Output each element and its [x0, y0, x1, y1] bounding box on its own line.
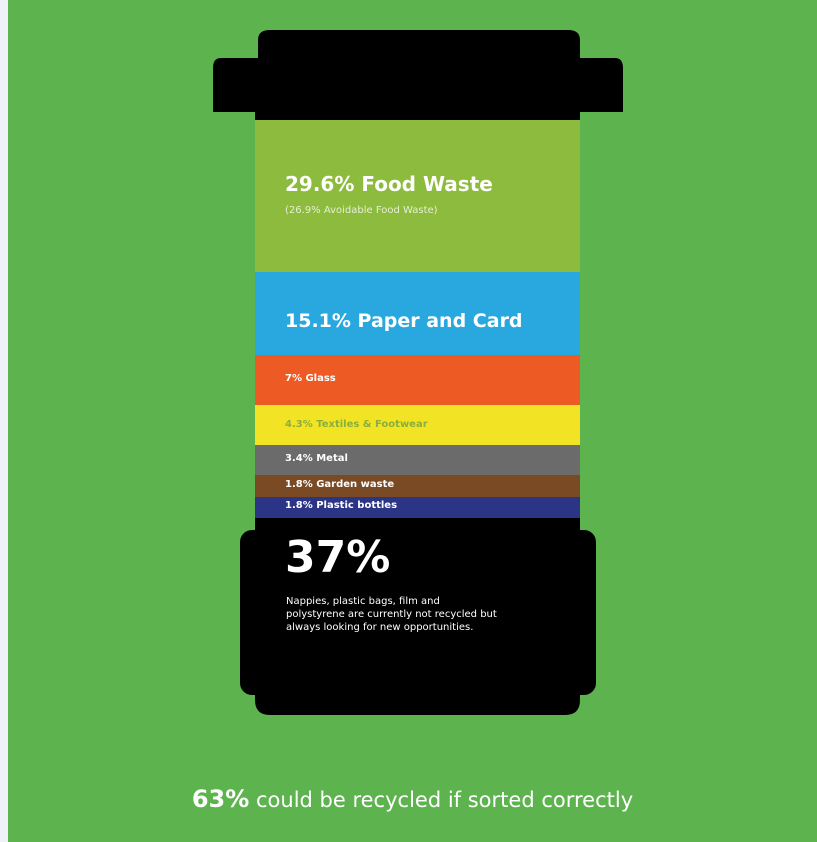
segment-label: 7% Glass	[285, 373, 336, 384]
infographic: 29.6% Food Waste (26.9% Avoidable Food W…	[8, 0, 817, 842]
segment-label: 1.8% Garden waste	[285, 479, 395, 490]
footer: 63% could be recycled if sorted correctl…	[8, 785, 817, 813]
segment-note: (26.9% Avoidable Food Waste)	[285, 205, 438, 216]
segment-label: 3.4% Metal	[285, 453, 348, 464]
segment-textiles: 4.3% Textiles & Footwear	[255, 405, 580, 445]
segment-label: 29.6% Food Waste	[285, 172, 493, 196]
remainder-text: Nappies, plastic bags, film and polystyr…	[286, 596, 497, 633]
segment-label: 1.8% Plastic bottles	[285, 500, 398, 511]
segment-label: 4.3% Textiles & Footwear	[285, 419, 428, 430]
segment-garden: 1.8% Garden waste	[255, 475, 580, 497]
footer-text: could be recycled if sorted correctly	[256, 788, 634, 812]
segment-plastic: 1.8% Plastic bottles	[255, 497, 580, 518]
segment-label: 15.1% Paper and Card	[285, 310, 523, 332]
bin-lid	[213, 30, 623, 112]
remainder-value: 37%	[285, 532, 391, 583]
segment-food: 29.6% Food Waste (26.9% Avoidable Food W…	[255, 120, 580, 272]
segment-metal: 3.4% Metal	[255, 445, 580, 475]
footer-highlight: 63%	[191, 785, 250, 813]
segment-paper: 15.1% Paper and Card	[255, 272, 580, 355]
segment-glass: 7% Glass	[255, 355, 580, 405]
